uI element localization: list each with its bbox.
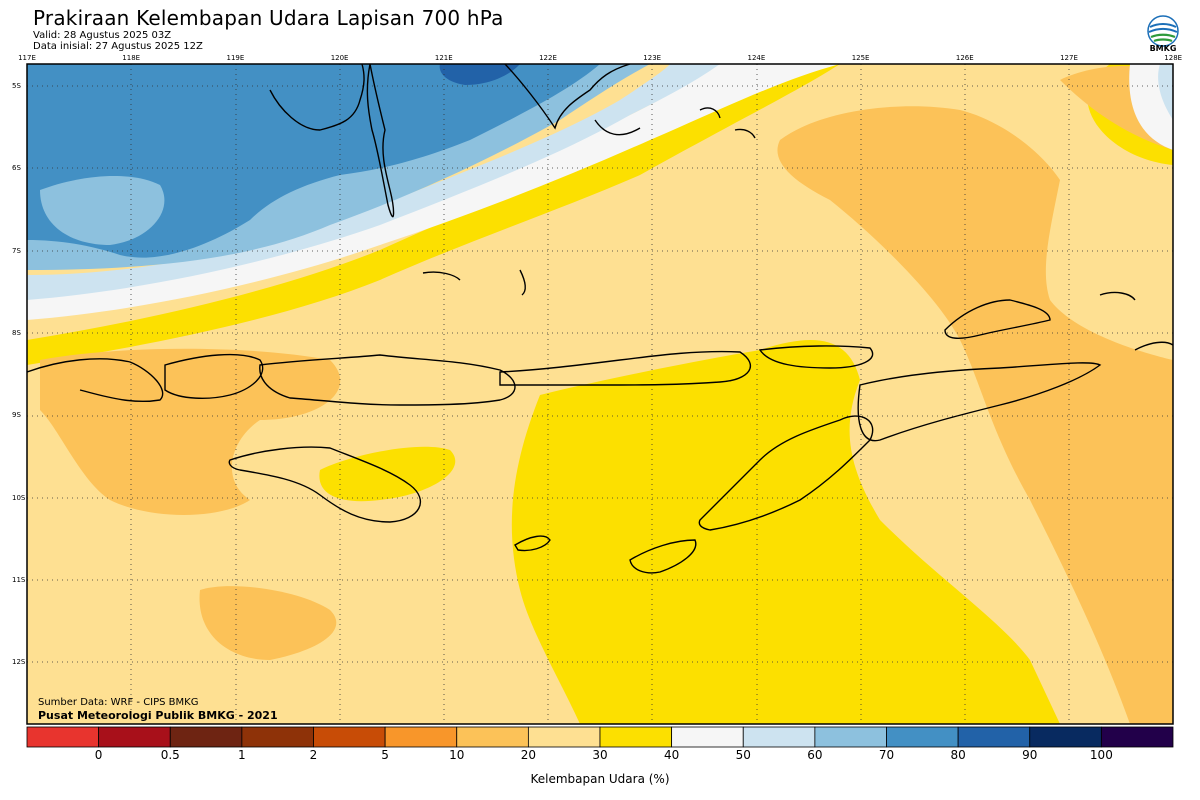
colorbar-segment — [957, 726, 1031, 748]
colorbar-segment — [886, 726, 959, 748]
map-title: Prakiraan Kelembapan Udara Lapisan 700 h… — [33, 6, 504, 30]
colorbar-label: 30 — [592, 748, 608, 762]
colorbar-label: 5 — [381, 748, 389, 762]
credit-center: Pusat Meteorologi Publik BMKG - 2021 — [38, 709, 278, 722]
island-flores — [499, 350, 752, 386]
lon-tick: 123E — [643, 54, 662, 62]
band-10-20-east — [777, 106, 1173, 724]
colorbar-label: 10 — [449, 748, 465, 762]
colorbar-label: 50 — [735, 748, 751, 762]
colorbar-segment — [1029, 726, 1102, 748]
lon-tick: 120E — [330, 54, 349, 62]
lon-tick: 126E — [955, 54, 974, 62]
colorbar-title: Kelembapan Udara (%) — [530, 772, 670, 786]
colorbar-label: 90 — [1022, 748, 1038, 762]
band-70-80-inner — [40, 175, 165, 245]
colorbar-label: 2 — [309, 748, 318, 762]
colorbar-segment — [384, 726, 458, 748]
lat-tick: 12S — [12, 658, 26, 667]
band-40-50 — [27, 64, 840, 320]
map-frame — [26, 63, 1174, 725]
band-70-80 — [27, 64, 600, 258]
colorbar-label: 1 — [238, 748, 246, 762]
band-10-20-sw — [199, 586, 337, 660]
bmkg-logo-icon — [1147, 15, 1179, 47]
lon-tick: 121E — [434, 54, 453, 62]
lat-tick: 10S — [12, 493, 26, 502]
colorbar-segment — [98, 726, 171, 748]
lon-tick: 124E — [747, 54, 766, 62]
lat-tick: 7S — [12, 246, 21, 255]
colorbar-segment — [169, 726, 243, 748]
island-wetar — [857, 362, 1102, 442]
colorbar-label: 0 — [94, 748, 103, 762]
lon-tick: 119E — [226, 54, 245, 62]
colorbar-label: 60 — [807, 748, 823, 762]
colorbar-segment — [241, 726, 314, 748]
colorbar-label: 0.5 — [160, 748, 180, 762]
colorbar-segment — [599, 726, 673, 748]
colorbar-label: 70 — [878, 748, 895, 762]
island-alor — [758, 345, 874, 369]
data-source: Sumber Data: WRF - CIPS BMKG — [38, 697, 199, 708]
island-tanimbar — [944, 299, 1051, 339]
lon-tick: 125E — [851, 54, 870, 62]
lon-tick: 122E — [539, 54, 557, 62]
colorbar-label: 20 — [520, 748, 537, 762]
logo-text: BMKG — [1149, 44, 1177, 53]
colorbar-segment — [456, 726, 529, 748]
lat-tick: 6S — [12, 164, 21, 173]
lat-tick: 5S — [12, 82, 21, 90]
lon-tick: 128E — [1164, 54, 1183, 62]
band-50-60 — [27, 64, 720, 300]
colorbar-label: 80 — [950, 748, 966, 762]
lat-tick: 9S — [12, 411, 21, 420]
band-50-60-ne — [1158, 64, 1173, 120]
lon-tick: 118E — [122, 54, 141, 62]
colorbar-label: 100 — [1089, 748, 1113, 762]
lat-tick: 8S — [12, 328, 21, 337]
island-sumbawa — [259, 354, 516, 406]
graticule — [27, 64, 1173, 724]
init-time: Data inisial: 27 Agustus 2025 12Z — [33, 41, 203, 52]
lon-tick: 127E — [1060, 54, 1078, 62]
island-sawu — [514, 535, 551, 552]
colorbar — [26, 726, 1174, 748]
colorbar-segment — [313, 726, 386, 748]
band-30-40-south — [511, 340, 1060, 724]
island-lombok-sumbawa — [27, 353, 264, 403]
island-sumba — [228, 446, 422, 523]
colorbar-segment — [814, 726, 887, 748]
colorbar-segment — [671, 726, 744, 748]
colorbar-segment — [527, 726, 601, 748]
lon-tick: 117E — [18, 54, 36, 62]
colorbar-segment — [742, 726, 816, 748]
band-10-20-west — [40, 348, 341, 515]
colorbar-segment — [1100, 726, 1174, 748]
colorbar-segment — [26, 726, 100, 748]
coastlines — [27, 64, 1173, 574]
band-80-90 — [439, 64, 520, 85]
island-roti — [629, 539, 697, 574]
lat-tick: 11S — [12, 575, 26, 584]
band-30-40-north — [27, 64, 1173, 365]
band-30-40-small — [319, 446, 456, 502]
valid-time: Valid: 28 Agustus 2025 03Z — [33, 30, 172, 41]
colorbar-label: 40 — [663, 748, 680, 762]
